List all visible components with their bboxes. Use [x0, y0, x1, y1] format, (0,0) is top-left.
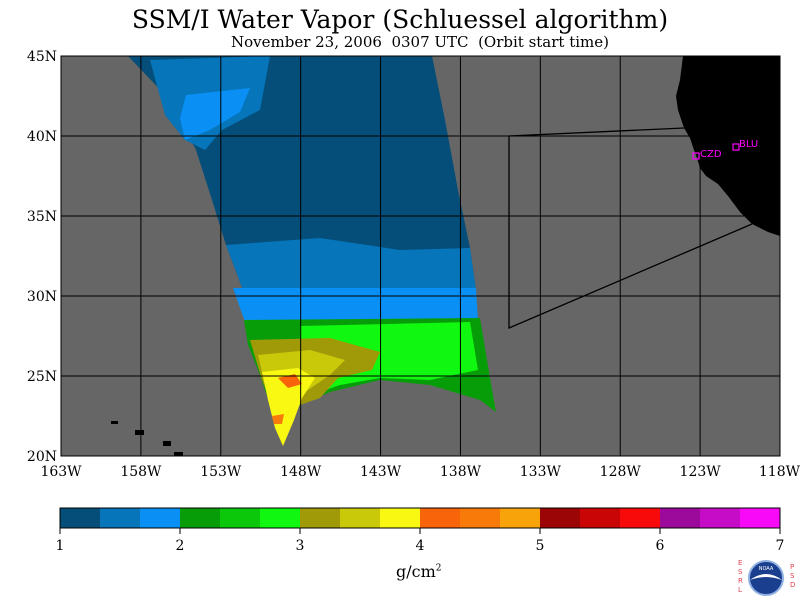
- colorbar-tick-label: 4: [416, 538, 425, 554]
- station-marker-blu: [732, 143, 740, 151]
- latitude-label: 30N: [27, 289, 57, 305]
- station-label-blu: BLU: [739, 139, 758, 150]
- swath-band-light-blue-north: [180, 88, 250, 140]
- colorbar: [59, 508, 781, 534]
- longitude-label: 158W: [120, 464, 162, 480]
- units-text: g/cm: [396, 562, 436, 581]
- land-north-america: [676, 56, 780, 236]
- colorbar-swatch: [260, 508, 301, 528]
- colorbar-swatch: [380, 508, 421, 528]
- logo-letter-d: D: [790, 581, 795, 589]
- longitude-label: 128W: [600, 464, 642, 480]
- latitude-labels: 45N 40N 35N 30N 25N 20N: [27, 49, 57, 465]
- colorbar-swatch: [60, 508, 101, 528]
- map-title: SSM/I Water Vapor (Schluessel algorithm): [131, 5, 669, 34]
- colorbar-tick-label: 6: [656, 538, 665, 554]
- stations: [692, 143, 740, 160]
- logo-letter-r: R: [738, 577, 743, 585]
- island: [174, 452, 183, 456]
- latitude-label: 40N: [27, 129, 57, 145]
- longitude-labels: 163W 158W 153W 148W 143W 138W 133W 128W 123W 118W: [40, 464, 800, 480]
- swath-band-light-blue: [233, 288, 478, 322]
- longitude-label: 153W: [200, 464, 242, 480]
- units-exponent: 2: [435, 563, 442, 574]
- swath-band-yellow: [262, 368, 315, 446]
- latitude-label: 25N: [27, 369, 57, 385]
- colorbar-swatch: [180, 508, 221, 528]
- swath-band-orange-south: [272, 414, 284, 424]
- logo-letter-e: E: [738, 559, 742, 567]
- colorbar-swatch: [340, 508, 381, 528]
- logo-letter-l: L: [738, 586, 742, 594]
- longitude-label: 138W: [440, 464, 482, 480]
- colorbar-swatch: [420, 508, 461, 528]
- track-outline: [508, 127, 753, 329]
- colorbar-tick-label: 7: [776, 538, 785, 554]
- colorbar-swatch: [700, 508, 741, 528]
- longitude-label: 163W: [40, 464, 82, 480]
- colorbar-swatch: [580, 508, 621, 528]
- latitude-label: 20N: [27, 449, 57, 465]
- latitude-label: 35N: [27, 209, 57, 225]
- swath: [128, 56, 496, 446]
- logo-letter-p: P: [790, 563, 794, 571]
- colorbar-tick-label: 3: [296, 538, 305, 554]
- noaa-badge-icon: [748, 560, 784, 596]
- island: [163, 441, 171, 446]
- colorbar-swatch: [740, 508, 781, 528]
- noaa-esrl-psd-logo: E S R L P S D NOAA: [738, 559, 795, 596]
- longitude-label: 143W: [360, 464, 402, 480]
- longitude-label: 148W: [280, 464, 322, 480]
- island: [111, 421, 118, 424]
- colorbar-frame: [59, 507, 781, 529]
- colorbar-tick-labels: 1 2 3 4 5 6 7: [56, 538, 785, 554]
- noaa-gull-icon: [750, 574, 782, 580]
- logo-letter-s2: S: [790, 572, 795, 580]
- island: [135, 430, 144, 435]
- latitude-label: 45N: [27, 49, 57, 65]
- graticule: [61, 56, 780, 456]
- colorbar-tick-label: 1: [56, 538, 65, 554]
- station-label-czd: CZD: [700, 149, 722, 160]
- longitude-label: 133W: [520, 464, 562, 480]
- longitude-label: 123W: [680, 464, 722, 480]
- colorbar-swatch: [140, 508, 181, 528]
- swath-band-orange: [278, 374, 302, 388]
- swath-band-mid-blue-lower: [226, 238, 476, 290]
- colorbar-units: g/cm2: [396, 562, 442, 581]
- colorbar-swatch: [220, 508, 261, 528]
- noaa-badge-text: NOAA: [759, 566, 774, 572]
- colorbar-tick-label: 5: [536, 538, 545, 554]
- colorbar-swatch: [100, 508, 141, 528]
- map-subtitle: November 23, 2006 0307 UTC (Orbit start …: [230, 33, 609, 51]
- colorbar-swatch: [660, 508, 701, 528]
- colorbar-swatch: [540, 508, 581, 528]
- colorbar-swatch: [460, 508, 501, 528]
- map-frame: [60, 55, 781, 457]
- station-marker-czd: [692, 152, 700, 160]
- hawaiian-islands: [111, 421, 183, 456]
- colorbar-swatch: [300, 508, 341, 528]
- colorbar-swatch: [500, 508, 541, 528]
- logo-letter-s: S: [738, 568, 743, 576]
- longitude-label: 118W: [759, 464, 800, 480]
- colorbar-swatch: [620, 508, 661, 528]
- colorbar-tick-label: 2: [176, 538, 185, 554]
